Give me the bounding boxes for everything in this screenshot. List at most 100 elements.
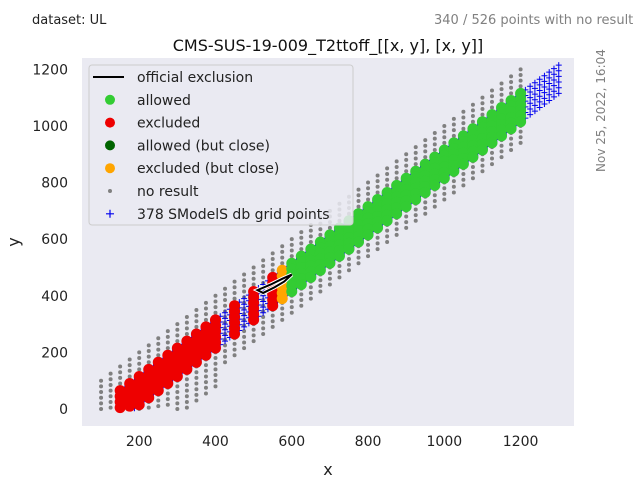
no-result-point (203, 391, 208, 396)
no-result-point (194, 375, 199, 380)
no-result-point (165, 340, 170, 345)
no-result-point (223, 292, 228, 297)
grid-point (555, 84, 562, 91)
no-result-point (280, 306, 285, 311)
excluded-point (152, 385, 164, 397)
no-result-point (289, 237, 294, 242)
no-result-point (461, 121, 466, 126)
no-result-point (194, 324, 199, 329)
no-result-point (394, 227, 399, 232)
no-result-point (356, 204, 361, 209)
no-result-point (203, 363, 208, 368)
no-result-point (146, 405, 151, 410)
x-tick-label: 200 (126, 434, 153, 450)
no-result-point (184, 320, 189, 325)
no-result-point (451, 190, 456, 195)
y-tick-label: 1000 (32, 119, 68, 135)
no-result-point (289, 248, 294, 253)
no-result-point (499, 149, 504, 154)
no-result-point (213, 361, 218, 366)
no-result-point (108, 394, 113, 399)
no-result-point (232, 347, 237, 352)
no-result-point (289, 299, 294, 304)
no-result-point (280, 312, 285, 317)
no-result-point (118, 370, 123, 375)
no-result-point (184, 332, 189, 336)
grid-point (555, 79, 562, 86)
y-axis-label: y (4, 237, 23, 246)
no-result-point (251, 276, 256, 281)
no-result-point (423, 149, 428, 154)
no-result-point (99, 378, 104, 383)
no-result-point (423, 155, 428, 160)
grid-point (527, 94, 534, 101)
no-result-point (318, 289, 323, 294)
no-result-point (184, 405, 189, 410)
no-result-point (499, 81, 504, 86)
no-result-point (261, 264, 266, 269)
no-result-point (442, 191, 447, 196)
excluded-close-point (276, 293, 288, 305)
excluded-point (114, 402, 126, 414)
no-result-point (461, 109, 466, 114)
no-result-point (461, 172, 466, 177)
legend-label: excluded (137, 116, 200, 132)
no-result-point (99, 395, 104, 400)
no-result-point (385, 183, 390, 188)
no-result-point (404, 157, 409, 162)
legend-dot-swatch (105, 163, 115, 174)
allowed-point (486, 137, 498, 149)
no-result-point (242, 278, 247, 283)
no-result-point (165, 334, 170, 339)
no-result-point (232, 290, 237, 295)
no-result-point (404, 169, 409, 174)
no-result-point (203, 300, 208, 305)
no-result-point (385, 240, 390, 244)
grid-point (550, 71, 557, 78)
legend-dot-swatch (105, 117, 115, 128)
no-result-point (337, 275, 342, 280)
allowed-point (467, 151, 479, 163)
excluded-point (124, 400, 136, 412)
grid-point (546, 74, 553, 81)
no-result-point (394, 159, 399, 164)
no-result-point (337, 264, 342, 269)
no-result-point (137, 356, 142, 361)
no-result-point (308, 285, 313, 290)
no-result-point (270, 262, 275, 267)
no-result-point (356, 187, 361, 192)
no-result-point (99, 390, 104, 395)
no-result-point (451, 179, 456, 184)
excluded-point (209, 342, 221, 354)
no-result-point (137, 350, 142, 355)
no-result-point (223, 303, 228, 308)
no-result-point (213, 356, 218, 361)
excluded-point (267, 300, 279, 312)
no-result-point (118, 375, 123, 380)
grid-point (555, 67, 562, 74)
no-result-point (385, 166, 390, 171)
legend-label: official exclusion (137, 70, 253, 86)
no-result-point (261, 315, 266, 320)
no-result-point (203, 317, 208, 322)
grid-point (555, 90, 562, 97)
excluded-point (181, 363, 193, 375)
no-result-point (213, 299, 218, 304)
no-result-point (203, 380, 208, 385)
grid-point (222, 321, 229, 328)
grid-point (541, 78, 548, 85)
legend-plus-swatch (106, 209, 114, 218)
no-result-point (356, 255, 361, 260)
allowed-point (362, 229, 374, 241)
grid-point (531, 91, 538, 98)
no-result-point (442, 129, 447, 134)
no-result-point (232, 341, 237, 346)
legend-dot-swatch (108, 189, 112, 193)
allowed-point (333, 250, 345, 262)
no-result-point (461, 115, 466, 120)
no-result-point (232, 353, 237, 358)
grid-point (222, 315, 229, 322)
grid-point (527, 105, 534, 112)
no-result-point (366, 197, 371, 202)
no-result-point (356, 249, 361, 254)
